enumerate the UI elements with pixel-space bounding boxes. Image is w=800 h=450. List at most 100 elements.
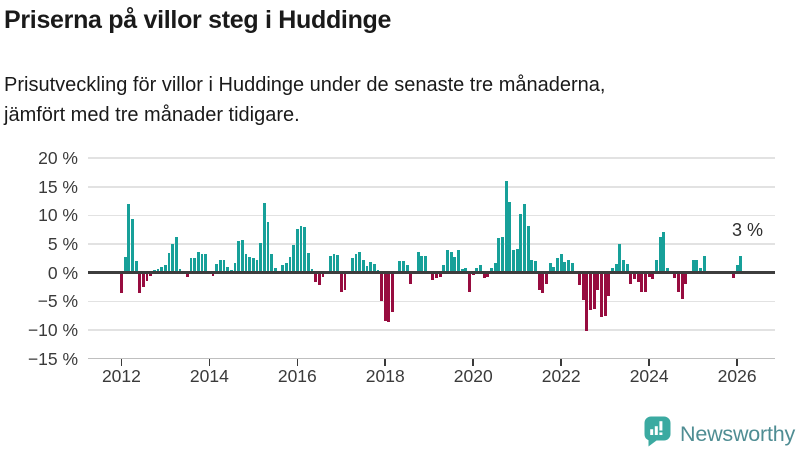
zero-baseline bbox=[88, 271, 775, 274]
y-axis-tick-label: −10 % bbox=[27, 319, 78, 340]
bar-positive bbox=[508, 202, 512, 273]
bar-positive bbox=[611, 268, 614, 273]
y-axis-tick-label: 0 % bbox=[47, 262, 78, 283]
bar-negative bbox=[343, 272, 347, 291]
bar-positive bbox=[559, 253, 563, 273]
x-axis-tick bbox=[560, 359, 562, 366]
x-axis-tick bbox=[208, 359, 211, 366]
bar-positive bbox=[288, 257, 292, 273]
bar-positive bbox=[174, 237, 178, 273]
bar-positive bbox=[127, 204, 131, 273]
bar-positive bbox=[130, 219, 134, 273]
bar-negative bbox=[629, 272, 633, 285]
bar-positive bbox=[295, 228, 299, 273]
bar-positive bbox=[226, 266, 230, 273]
bar-negative bbox=[581, 272, 585, 301]
bar-positive bbox=[552, 266, 556, 273]
bar-positive bbox=[526, 225, 530, 273]
bar-positive bbox=[457, 250, 461, 273]
gridline bbox=[88, 300, 775, 303]
bar-negative bbox=[673, 272, 677, 279]
bar-positive bbox=[229, 269, 233, 273]
bar-positive bbox=[735, 265, 739, 273]
bar-positive bbox=[739, 255, 743, 273]
bar-positive bbox=[251, 257, 255, 273]
bar-negative bbox=[640, 272, 644, 292]
x-axis-tick-label: 2022 bbox=[541, 366, 581, 386]
bar-negative bbox=[603, 272, 607, 316]
bar-positive bbox=[365, 266, 369, 273]
bar-positive bbox=[402, 261, 406, 273]
bar-negative bbox=[138, 272, 142, 294]
bar-negative bbox=[211, 272, 215, 276]
bar-negative bbox=[438, 272, 442, 277]
bar-positive bbox=[614, 264, 618, 273]
bar-negative bbox=[684, 272, 688, 285]
x-axis-tick bbox=[296, 359, 299, 366]
bar-positive bbox=[255, 259, 259, 273]
bar-positive bbox=[306, 253, 310, 273]
x-axis-tick-label: 2024 bbox=[629, 366, 669, 386]
bar-positive bbox=[398, 261, 402, 273]
bar-positive bbox=[512, 250, 515, 273]
bar-negative bbox=[387, 272, 391, 323]
gridline bbox=[88, 157, 775, 159]
chart-subtitle: Prisutveckling för villor i Huddinge und… bbox=[4, 70, 605, 130]
last-value-annotation: 3 % bbox=[731, 220, 763, 240]
bar-positive bbox=[662, 232, 666, 273]
bar-negative bbox=[431, 272, 435, 280]
bar-negative bbox=[644, 272, 647, 292]
bar-positive bbox=[405, 265, 409, 273]
bar-positive bbox=[354, 253, 358, 273]
bar-negative bbox=[578, 272, 581, 286]
bar-positive bbox=[442, 265, 446, 273]
bar-positive bbox=[361, 260, 365, 273]
bar-positive bbox=[262, 202, 266, 273]
bar-negative bbox=[596, 272, 600, 290]
gridline bbox=[88, 357, 775, 360]
bar-negative bbox=[482, 272, 486, 279]
bar-positive bbox=[200, 253, 204, 273]
bar-negative bbox=[435, 272, 439, 279]
y-axis-tick-label: 5 % bbox=[47, 234, 78, 255]
bar-positive bbox=[570, 262, 574, 273]
bar-negative bbox=[537, 272, 541, 290]
bar-positive bbox=[310, 269, 314, 273]
x-axis-tick-label: 2026 bbox=[717, 366, 757, 386]
bar-positive bbox=[244, 253, 248, 273]
bar-positive bbox=[449, 251, 453, 273]
bar-positive bbox=[248, 257, 252, 273]
chart-title: Priserna på villor steg i Huddinge bbox=[4, 6, 392, 34]
bar-negative bbox=[391, 272, 395, 313]
bar-positive bbox=[567, 260, 570, 273]
y-axis-tick-label: −15 % bbox=[27, 348, 78, 369]
bar-positive bbox=[523, 204, 526, 273]
bar-positive bbox=[284, 262, 288, 273]
bar-positive bbox=[218, 259, 222, 273]
bar-positive bbox=[372, 263, 376, 273]
x-axis-tick bbox=[120, 359, 123, 366]
bar-positive bbox=[666, 268, 669, 273]
y-axis-tick-label: 20 % bbox=[38, 148, 78, 169]
x-axis-tick-label: 2014 bbox=[189, 366, 229, 386]
bar-positive bbox=[156, 269, 160, 273]
bar-positive bbox=[695, 260, 699, 273]
gridline bbox=[88, 214, 775, 217]
bar-positive bbox=[548, 262, 552, 273]
x-axis-tick bbox=[648, 359, 650, 366]
bar-negative bbox=[592, 272, 596, 309]
bar-negative bbox=[149, 272, 153, 276]
bar-positive bbox=[240, 240, 244, 273]
x-axis-tick-label: 2020 bbox=[453, 366, 493, 386]
bar-positive bbox=[416, 251, 420, 273]
bar-positive bbox=[303, 227, 307, 273]
x-axis-tick-label: 2012 bbox=[101, 366, 141, 386]
bar-negative bbox=[680, 272, 684, 299]
bar-positive bbox=[655, 260, 658, 273]
bar-negative bbox=[600, 272, 603, 318]
x-axis-tick bbox=[384, 359, 387, 366]
bar-positive bbox=[299, 226, 303, 273]
bar-positive bbox=[350, 258, 354, 273]
bar-positive bbox=[530, 260, 534, 273]
